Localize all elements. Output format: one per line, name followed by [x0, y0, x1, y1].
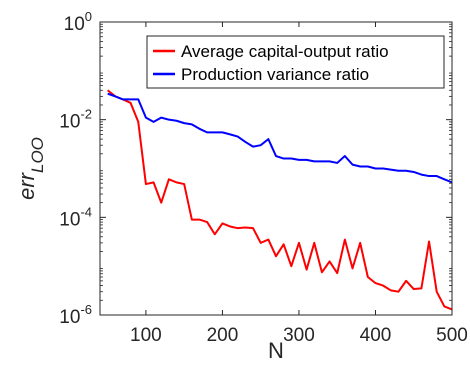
axes-box	[99, 21, 453, 316]
legend: Average capital-output ratio Production v…	[146, 35, 445, 89]
y-axis-label: errLOO	[14, 137, 47, 200]
x-tick-label: 300	[283, 325, 315, 346]
legend-label: Production variance ratio	[181, 65, 369, 84]
x-tick-label: 500	[436, 325, 468, 346]
tick-labels: 100 200 300 400 500 10-6 10-4 10-2 100	[59, 9, 468, 346]
axes	[99, 21, 453, 316]
y-tick-label: 100	[64, 9, 92, 35]
x-axis-label: N	[268, 338, 284, 363]
y-tick-label: 10-4	[59, 204, 92, 230]
legend-label: Average capital-output ratio	[181, 42, 389, 61]
y-tick-label: 10-2	[59, 107, 92, 133]
legend-items: Average capital-output ratio Production v…	[153, 42, 389, 84]
series-line-1	[107, 89, 453, 311]
x-tick-label: 100	[130, 325, 162, 346]
legend-box	[146, 35, 445, 89]
x-tick-label: 400	[360, 325, 392, 346]
series-group	[107, 89, 453, 311]
series-line-2	[107, 92, 453, 184]
y-tick-label: 10-6	[59, 302, 92, 328]
x-tick-label: 200	[207, 325, 239, 346]
